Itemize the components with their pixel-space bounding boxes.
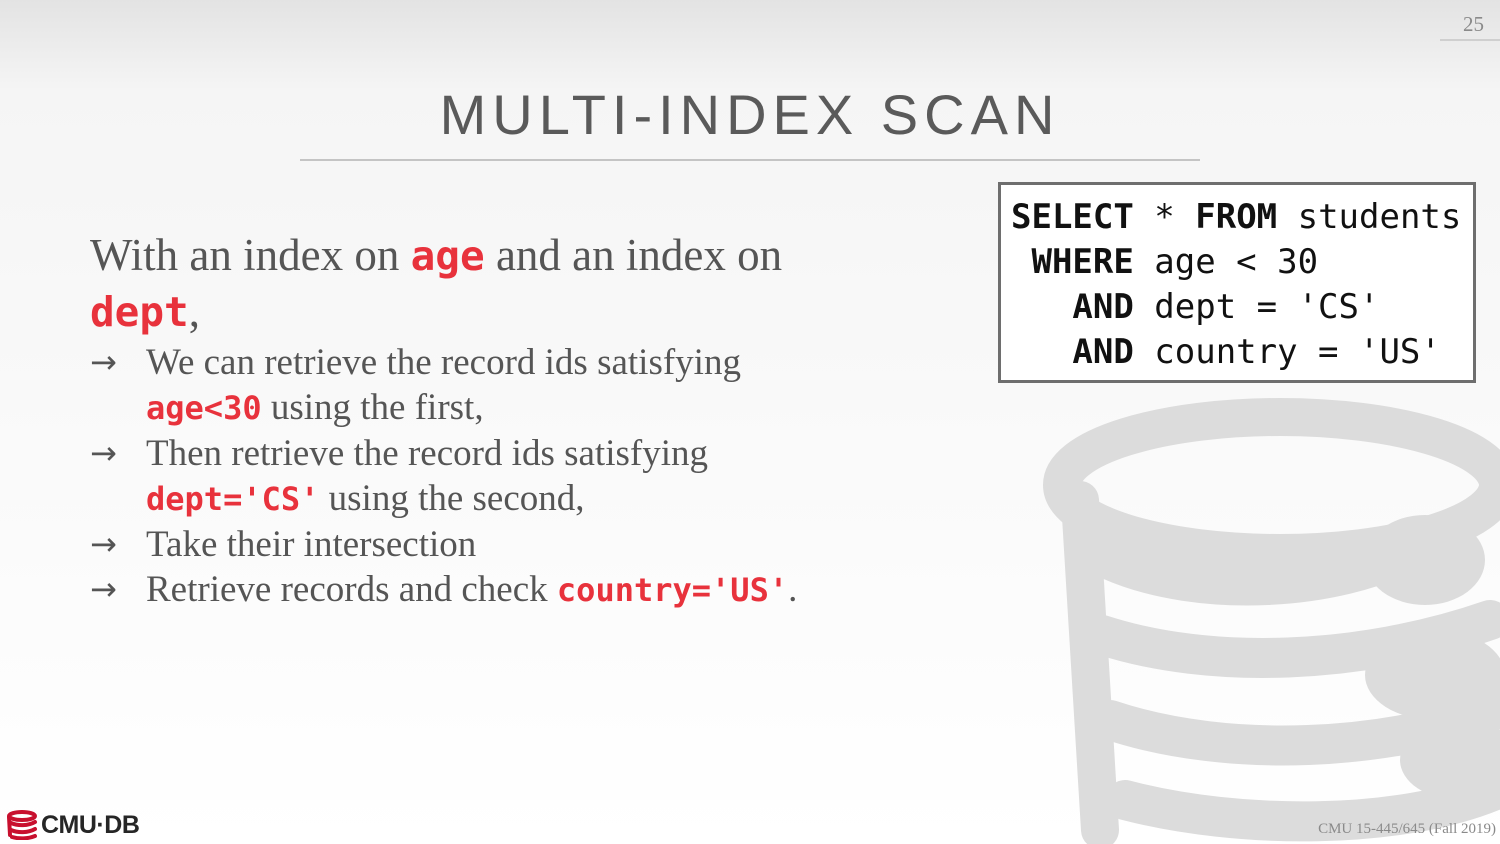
bullet-item: → Retrieve records and check country='US'… xyxy=(90,567,850,613)
sql-line: AND country = 'US' xyxy=(1011,330,1441,375)
title-divider xyxy=(300,159,1200,161)
intro-text: With an index on age and an index on dep… xyxy=(90,228,850,340)
sql-line: AND dept = 'CS' xyxy=(1011,285,1379,330)
bullet-code: country='US' xyxy=(556,571,789,609)
bullet-text-after: using the first, xyxy=(261,387,484,428)
sql-select-star: * xyxy=(1133,197,1196,237)
slide-body: With an index on age and an index on dep… xyxy=(90,228,850,613)
intro-text-part1: With an index on xyxy=(90,230,411,280)
footer-logo: CMU·DB xyxy=(6,808,140,842)
intro-text-part3: , xyxy=(188,286,200,336)
bullet-code: dept='CS' xyxy=(146,480,320,518)
bullet-list: → We can retrieve the record ids satisfyi… xyxy=(90,340,850,613)
page-number: 25 xyxy=(1463,12,1484,36)
database-cylinder-icon xyxy=(1043,398,1500,844)
intro-text-part2: and an index on xyxy=(484,230,783,280)
sql-keyword: AND xyxy=(1011,332,1134,372)
bullet-item: → Take their intersection xyxy=(90,522,850,567)
sql-keyword-from: FROM xyxy=(1195,197,1278,237)
sql-keyword: SELECT xyxy=(1011,197,1134,237)
bullet-text-after: . xyxy=(788,569,798,610)
cmu-db-logo-icon xyxy=(7,810,37,840)
sql-table-name: students xyxy=(1277,197,1462,237)
bullet-code: age<30 xyxy=(146,389,262,427)
bullet-text: Retrieve records and check xyxy=(146,569,557,610)
sql-clause: country = 'US' xyxy=(1133,332,1441,372)
sql-keyword: WHERE xyxy=(1011,242,1134,282)
bullet-text: We can retrieve the record ids satisfyin… xyxy=(146,342,741,383)
arrow-icon: → xyxy=(90,434,117,472)
bullet-item: → Then retrieve the record ids satisfying… xyxy=(90,431,850,522)
sql-query-box: SELECT * FROM students WHERE age < 30 AN… xyxy=(998,182,1476,383)
sql-clause: dept = 'CS' xyxy=(1133,287,1380,327)
code-dept: dept xyxy=(90,288,189,336)
footer-logo-text: CMU·DB xyxy=(41,810,140,839)
page-number-rule xyxy=(1440,39,1500,41)
arrow-icon: → xyxy=(90,570,117,608)
bullet-text-after: using the second, xyxy=(319,478,585,519)
sql-clause: age < 30 xyxy=(1133,242,1319,282)
sql-line: SELECT * FROM students xyxy=(1011,195,1461,240)
bullet-text: Take their intersection xyxy=(146,524,477,565)
sql-keyword: AND xyxy=(1011,287,1134,327)
slide-title: MULTI-INDEX SCAN xyxy=(439,83,1061,146)
sql-line: WHERE age < 30 xyxy=(1011,240,1318,285)
arrow-icon: → xyxy=(90,525,117,563)
bullet-item: → We can retrieve the record ids satisfyi… xyxy=(90,340,850,431)
arrow-icon: → xyxy=(90,343,117,381)
bullet-text: Then retrieve the record ids satisfying xyxy=(146,433,708,474)
footer-course: CMU 15-445/645 (Fall 2019) xyxy=(1318,821,1496,837)
code-age: age xyxy=(410,232,485,280)
